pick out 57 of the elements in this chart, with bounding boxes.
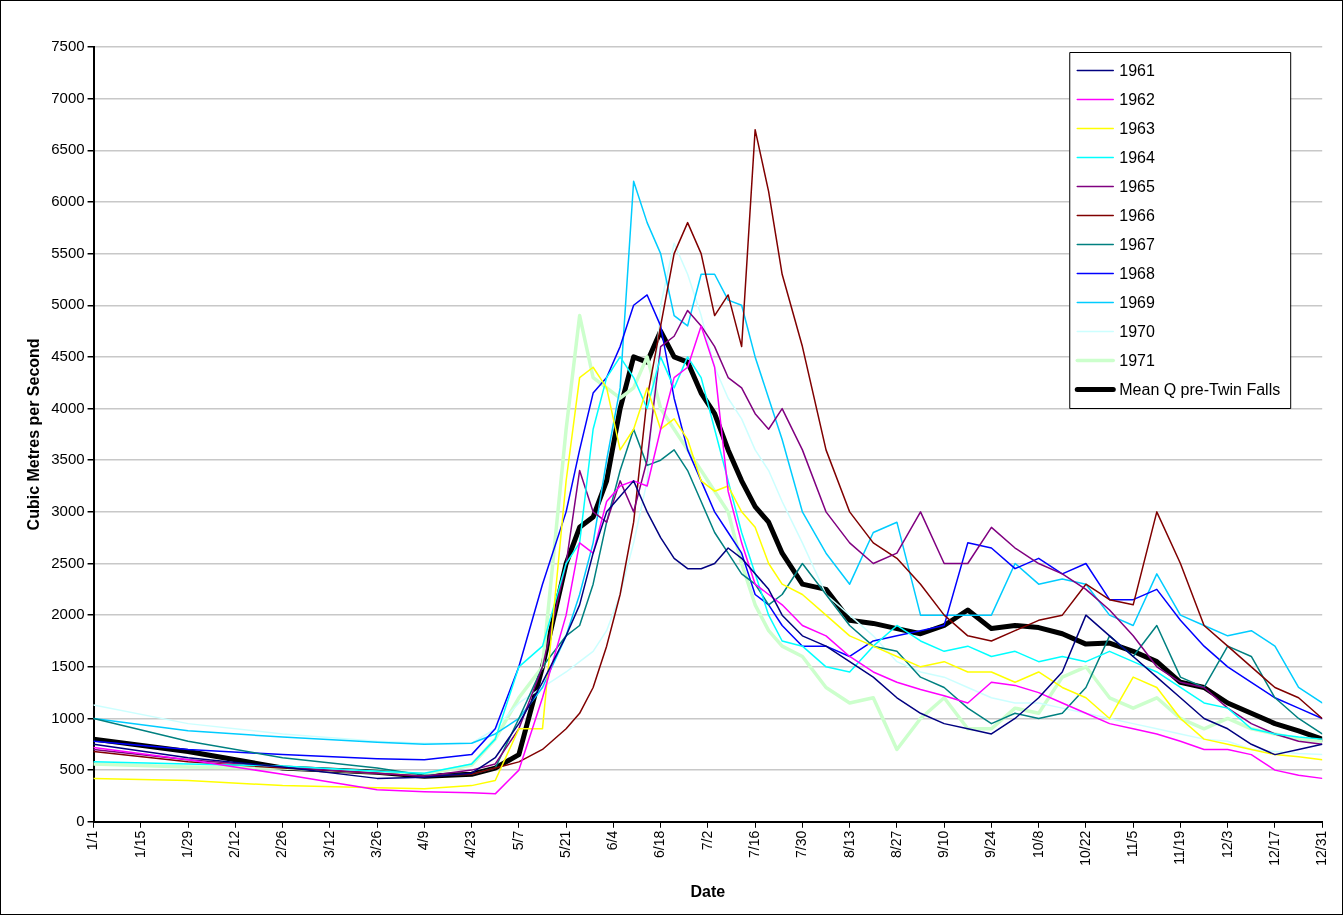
x-tick-label: 9/24: [982, 830, 999, 859]
x-tick-label: 5/7: [509, 830, 526, 851]
x-tick-label: 4/23: [462, 830, 479, 859]
y-tick-label: 6000: [51, 192, 85, 210]
legend-label: 1961: [1119, 61, 1155, 79]
x-tick-label: 7/2: [698, 830, 715, 851]
x-tick-label: 3/12: [320, 830, 337, 859]
x-tick-label: 1/15: [131, 830, 148, 859]
x-tick-label: 4/9: [415, 830, 432, 851]
x-tick-label: 10/8: [1029, 830, 1046, 859]
x-tick-label: 10/22: [1076, 830, 1093, 866]
legend-label: 1966: [1119, 206, 1155, 224]
legend-label: 1971: [1119, 351, 1155, 369]
x-tick-label: 11/19: [1171, 830, 1188, 865]
x-tick-label: 6/18: [651, 830, 668, 859]
legend-label: 1970: [1119, 322, 1155, 340]
y-tick-label: 7500: [51, 37, 85, 55]
legend-label: 1969: [1119, 293, 1155, 311]
y-tick-label: 5500: [51, 243, 85, 261]
y-tick-label: 7000: [51, 88, 85, 106]
x-tick-label: 1/1: [84, 830, 101, 851]
legend-label: 1963: [1119, 119, 1155, 137]
x-tick-label: 7/30: [793, 830, 810, 859]
y-tick-label: 0: [76, 811, 85, 829]
y-tick-label: 4000: [51, 398, 85, 416]
x-tick-label: 8/13: [840, 830, 857, 859]
y-axis-title: Cubic Metres per Second: [25, 338, 43, 531]
x-tick-label: 11/5: [1124, 830, 1141, 857]
legend-label: 1968: [1119, 264, 1155, 282]
y-tick-label: 1000: [51, 708, 85, 726]
y-tick-label: 3500: [51, 450, 85, 468]
y-tick-label: 2000: [51, 605, 85, 623]
legend-label: 1967: [1119, 235, 1155, 253]
y-tick-label: 500: [59, 760, 85, 778]
legend-label: Mean Q pre-Twin Falls: [1119, 380, 1281, 398]
legend-label: 1962: [1119, 90, 1155, 108]
x-tick-label: 12/3: [1218, 830, 1235, 859]
y-tick-label: 2500: [51, 553, 85, 571]
x-tick-label: 1/29: [178, 830, 195, 859]
y-tick-label: 6500: [51, 140, 85, 158]
x-tick-label: 2/12: [226, 830, 243, 859]
legend-label: 1965: [1119, 177, 1155, 195]
x-tick-label: 8/27: [887, 830, 904, 859]
x-tick-label: 3/26: [367, 830, 384, 859]
x-tick-label: 2/26: [273, 830, 290, 859]
x-tick-label: 5/21: [556, 830, 573, 859]
y-tick-label: 5000: [51, 295, 85, 313]
x-tick-label: 6/4: [604, 830, 621, 851]
x-tick-label: 7/16: [746, 830, 762, 859]
y-tick-label: 1500: [51, 656, 85, 674]
legend-label: 1964: [1119, 148, 1155, 166]
x-tick-label: 12/17: [1265, 830, 1282, 866]
y-tick-label: 4500: [51, 347, 85, 365]
x-tick-label: 12/31: [1313, 830, 1330, 866]
x-tick-label: 9/10: [935, 830, 952, 859]
y-tick-label: 3000: [51, 502, 85, 519]
x-axis-title: Date: [690, 882, 726, 900]
